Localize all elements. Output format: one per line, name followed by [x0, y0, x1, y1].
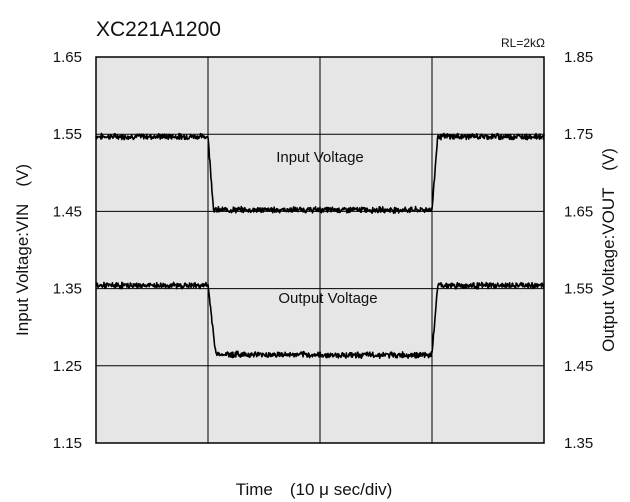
y-axis-label-right: Output Voltage:VOUT (V) — [599, 148, 618, 352]
series-line-input — [95, 132, 545, 214]
y-tick-left: 1.55 — [53, 126, 82, 143]
y-tick-right: 1.45 — [564, 358, 593, 375]
y-tick-right: 1.85 — [564, 49, 593, 66]
y-tick-left: 1.15 — [53, 435, 82, 452]
y-tick-left: 1.25 — [53, 358, 82, 375]
chart-title: XC221A1200 — [96, 18, 221, 41]
series-line-output — [95, 281, 545, 360]
load-note: RL=2kΩ — [501, 36, 545, 50]
y-tick-right: 1.35 — [564, 435, 593, 452]
y-tick-right: 1.55 — [564, 281, 593, 298]
y-tick-left: 1.45 — [53, 203, 82, 220]
y-tick-left: 1.65 — [53, 49, 82, 66]
series-label-output: Output Voltage — [278, 290, 377, 307]
y-tick-right: 1.65 — [564, 203, 593, 220]
y-axis-label-left: Input Voltage:VIN (V) — [13, 164, 32, 336]
series-label-input: Input Voltage — [276, 149, 364, 166]
series-group — [95, 132, 545, 360]
y-tick-right: 1.75 — [564, 126, 593, 143]
tick-labels: 1.15 1.25 1.35 1.45 1.55 1.65 1.35 1.45 1.55 1.65… — [53, 49, 593, 452]
x-axis-label: Time (10 μ sec/div) — [236, 480, 393, 499]
y-tick-left: 1.35 — [53, 281, 82, 298]
